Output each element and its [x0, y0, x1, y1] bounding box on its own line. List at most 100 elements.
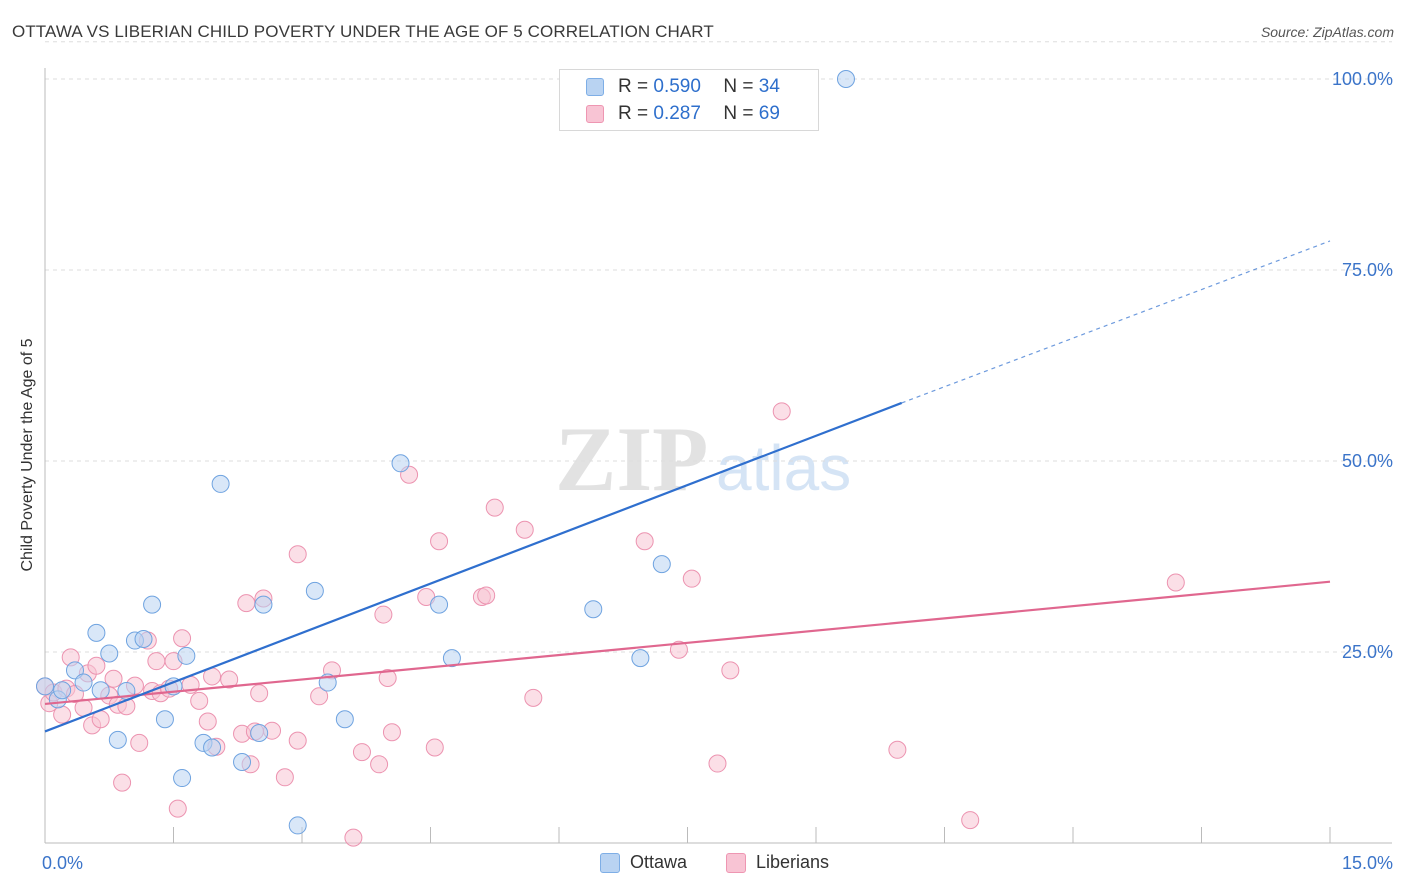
- liberians-point: [382, 723, 401, 742]
- r-label: R =: [618, 76, 649, 97]
- ottawa-swatch: [586, 78, 604, 96]
- n-value: 69: [758, 103, 780, 124]
- liberians-point: [87, 656, 106, 675]
- y-tick-label: 100.0%: [1332, 69, 1393, 89]
- legend-label-liberians: Liberians: [756, 852, 830, 872]
- liberians-point: [374, 605, 393, 624]
- ottawa-point: [305, 581, 324, 600]
- legend-item-ottawa: Ottawa: [600, 852, 687, 873]
- liberians-point: [288, 545, 307, 564]
- liberians-point: [220, 670, 239, 689]
- ottawa-point: [108, 730, 127, 749]
- legend-row-liberians: R = 0.287 N = 69: [586, 101, 780, 127]
- ottawa-point: [65, 661, 84, 680]
- n-label: N =: [723, 76, 754, 97]
- r-label: R =: [618, 103, 649, 124]
- liberians-point: [477, 586, 496, 605]
- ottawa-point: [391, 454, 410, 473]
- liberians-point: [104, 669, 123, 688]
- ottawa-trend-line: [44, 401, 903, 733]
- ottawa-point: [177, 646, 196, 665]
- stats-legend: R = 0.590 N = 34 R = 0.287 N = 69: [559, 69, 819, 131]
- liberians-point: [669, 640, 688, 659]
- ottawa-point: [203, 738, 222, 757]
- liberians-point: [130, 733, 149, 752]
- ottawa-point: [134, 630, 153, 649]
- legend-item-liberians: Liberians: [726, 852, 829, 873]
- ottawa-point: [143, 595, 162, 614]
- liberians-point: [352, 743, 371, 762]
- n-label: N =: [723, 103, 754, 124]
- liberians-point: [888, 740, 907, 759]
- liberians-point: [275, 768, 294, 787]
- ottawa-point: [87, 623, 106, 642]
- liberians-trend-line: [44, 580, 1331, 706]
- series-legend: Ottawa Liberians: [0, 852, 1406, 876]
- liberians-point: [708, 754, 727, 773]
- liberians-point: [288, 731, 307, 750]
- ottawa-point: [233, 753, 252, 772]
- liberians-point: [237, 594, 256, 613]
- liberians-point: [1166, 573, 1185, 592]
- liberians-point: [113, 773, 132, 792]
- liberians-point: [173, 629, 192, 648]
- r-value: 0.590: [653, 76, 701, 97]
- ottawa-point: [430, 595, 449, 614]
- ottawa-point: [250, 723, 269, 742]
- ottawa-point: [155, 710, 174, 729]
- liberians-point: [515, 520, 534, 539]
- chart-title: OTTAWA VS LIBERIAN CHILD POVERTY UNDER T…: [12, 22, 714, 41]
- liberians-point: [635, 532, 654, 551]
- liberians-point: [485, 498, 504, 517]
- liberians-point: [198, 712, 217, 731]
- liberians-point: [190, 691, 209, 710]
- liberians-point: [310, 687, 329, 706]
- y-axis-label: Child Poverty Under the Age of 5: [19, 338, 36, 572]
- ottawa-point: [91, 681, 110, 700]
- liberians-point: [961, 811, 980, 830]
- liberians-point: [370, 755, 389, 774]
- y-tick-label: 25.0%: [1342, 642, 1393, 662]
- ottawa-point: [288, 816, 307, 835]
- ottawa-point: [211, 474, 230, 493]
- legend-row-ottawa: R = 0.590 N = 34: [586, 74, 780, 100]
- liberians-point: [378, 668, 397, 687]
- ottawa-point: [100, 644, 119, 663]
- tick-labels: 100.0% 75.0% 50.0% 25.0% 0.0% 15.0%: [42, 69, 1393, 873]
- ottawa-point: [584, 600, 603, 619]
- ottawa-point: [335, 710, 354, 729]
- ottawa-point: [36, 677, 54, 696]
- y-tick-label: 50.0%: [1342, 451, 1393, 471]
- liberians-point: [168, 799, 187, 818]
- watermark-zip: ZIP: [555, 408, 708, 510]
- ottawa-trend-extension: [901, 240, 1331, 404]
- liberians-point: [344, 828, 363, 847]
- x-tick-label: 0.0%: [42, 853, 83, 873]
- y-tick-label: 75.0%: [1342, 260, 1393, 280]
- legend-label-ottawa: Ottawa: [630, 852, 688, 872]
- ottawa-point: [53, 681, 72, 700]
- grid-lines: [45, 41, 1392, 653]
- source-label: Source: ZipAtlas.com: [1260, 24, 1394, 40]
- liberians-point: [250, 684, 269, 703]
- ottawa-point: [652, 555, 671, 574]
- ottawa-point: [836, 70, 855, 88]
- liberians-point: [147, 652, 166, 671]
- ottawa-point: [631, 649, 650, 668]
- liberians-point: [524, 688, 543, 707]
- liberians-point: [682, 569, 701, 588]
- liberians-point: [772, 402, 791, 421]
- trend-lines: [44, 240, 1331, 733]
- liberians-swatch: [586, 105, 604, 123]
- liberians-point: [53, 705, 72, 724]
- liberians-point: [430, 532, 449, 551]
- ottawa-point: [254, 595, 273, 614]
- n-value: 34: [758, 76, 780, 97]
- ottawa-point: [442, 649, 461, 668]
- ottawa-point: [74, 673, 93, 692]
- ottawa-swatch: [600, 852, 620, 873]
- data-points: [36, 70, 1185, 847]
- liberians-point: [721, 661, 740, 680]
- r-value: 0.287: [653, 103, 701, 124]
- liberians-swatch: [726, 852, 746, 873]
